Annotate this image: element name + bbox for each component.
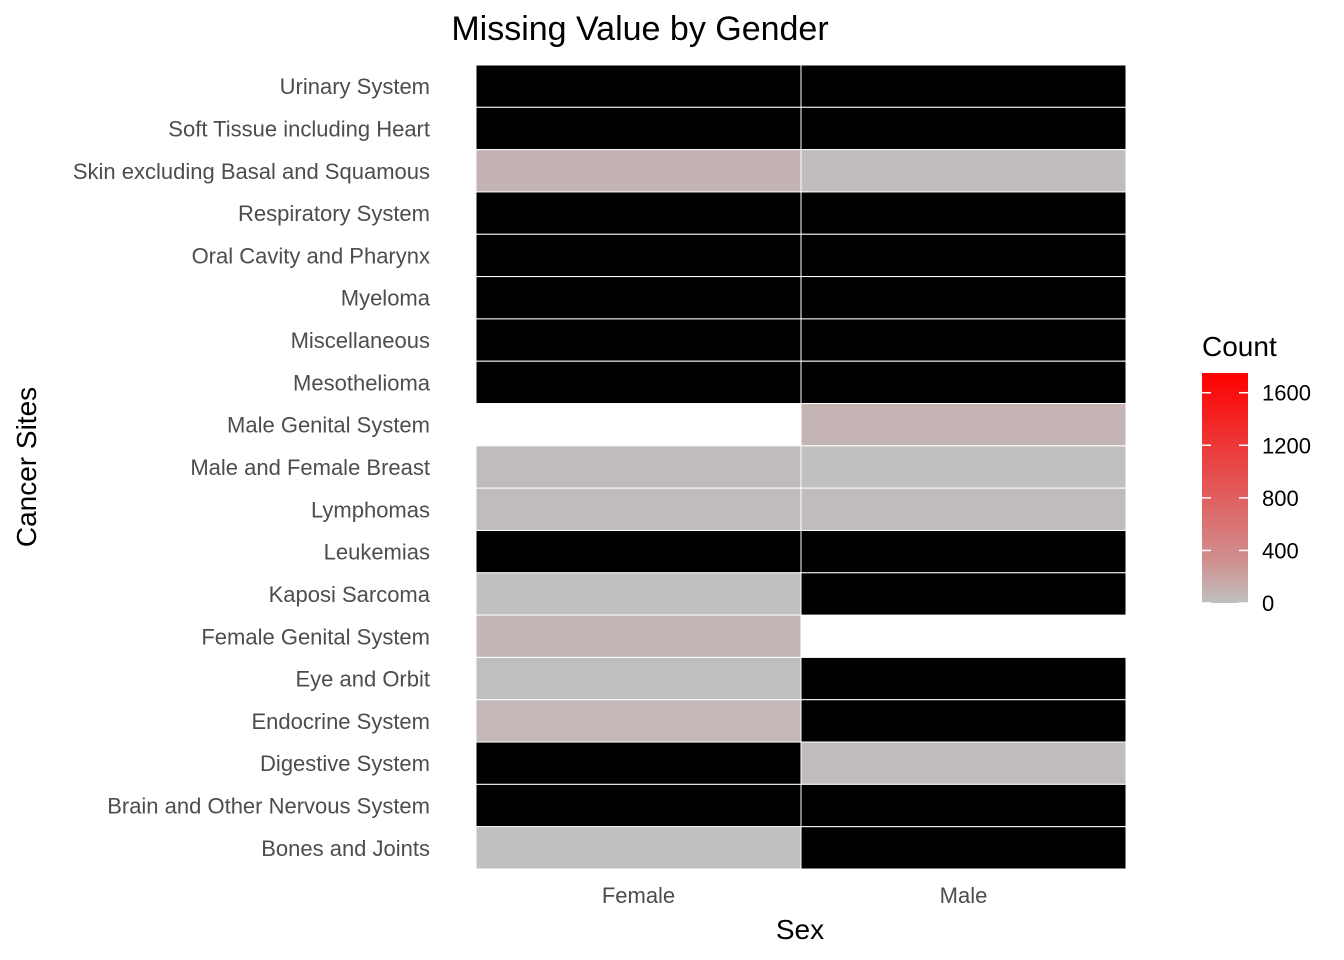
x-tick-label: Female	[602, 883, 675, 908]
heatmap-cell	[475, 572, 802, 616]
legend-ticks: 0 400 800 1200 1600	[1202, 381, 1311, 616]
y-tick-label: Soft Tissue including Heart	[168, 116, 430, 141]
x-axis-title: Sex	[776, 914, 824, 945]
heatmap-cell	[475, 149, 802, 193]
heatmap-cell	[475, 529, 802, 574]
y-axis-title: Cancer Sites	[11, 387, 42, 547]
heatmap-cell	[475, 699, 802, 743]
y-tick-label: Female Genital System	[201, 624, 430, 649]
heatmap-cell	[800, 318, 1127, 362]
heatmap-cell	[475, 318, 802, 362]
y-tick-label: Bones and Joints	[261, 836, 430, 861]
heatmap-cell	[800, 403, 1127, 447]
heatmap-cell	[800, 826, 1127, 870]
y-tick-label: Leukemias	[324, 540, 430, 565]
y-axis-labels: Urinary System Soft Tissue including Hear…	[73, 74, 431, 861]
heatmap-cell	[800, 572, 1127, 616]
y-tick-label: Skin excluding Basal and Squamous	[73, 159, 430, 184]
y-tick-label: Male Genital System	[227, 413, 430, 438]
legend-tick-label: 1200	[1262, 433, 1311, 458]
y-tick-label: Urinary System	[280, 74, 430, 99]
y-tick-label: Oral Cavity and Pharynx	[192, 243, 430, 268]
y-tick-label: Male and Female Breast	[190, 455, 430, 480]
heatmap-cell	[475, 233, 802, 278]
color-legend: Count 0 400 800 1200 1600	[1202, 331, 1311, 616]
heatmap-cell	[475, 656, 802, 701]
legend-tick-label: 0	[1262, 591, 1274, 616]
heatmap-cell	[475, 276, 802, 320]
heatmap-cell	[475, 445, 802, 489]
heatmap-cell	[475, 191, 802, 235]
heatmap-cell	[475, 826, 802, 870]
x-tick-label: Male	[940, 883, 988, 908]
y-tick-label: Miscellaneous	[291, 328, 430, 353]
y-tick-label: Brain and Other Nervous System	[107, 794, 430, 819]
y-tick-label: Digestive System	[260, 751, 430, 776]
legend-tick-label: 1600	[1262, 381, 1311, 406]
legend-tick-label: 400	[1262, 538, 1299, 563]
x-axis-labels: Female Male	[602, 883, 988, 908]
y-tick-label: Endocrine System	[251, 709, 430, 734]
heatmap-cell	[475, 487, 802, 531]
y-tick-label: Lymphomas	[311, 497, 430, 522]
heatmap-cell	[800, 360, 1127, 405]
heatmap-cell	[800, 529, 1127, 574]
y-tick-label: Eye and Orbit	[295, 667, 430, 692]
legend-colorbar	[1202, 373, 1248, 603]
heatmap-cell	[475, 783, 802, 828]
heatmap-cell	[475, 360, 802, 405]
heatmap-cell	[800, 741, 1127, 785]
heatmap-cell	[800, 149, 1127, 193]
heatmap-cell	[475, 741, 802, 785]
heatmap-cell	[800, 783, 1127, 828]
heatmap-cell	[800, 106, 1127, 151]
heatmap-cell	[800, 487, 1127, 531]
legend-title: Count	[1202, 331, 1277, 362]
heatmap-cells	[475, 64, 1127, 870]
y-tick-label: Mesothelioma	[293, 370, 431, 395]
y-tick-label: Kaposi Sarcoma	[269, 582, 431, 607]
heatmap-cell	[800, 699, 1127, 743]
legend-tick-label: 800	[1262, 486, 1299, 511]
heatmap-cell	[800, 445, 1127, 489]
heatmap-cell	[475, 106, 802, 151]
heatmap-cell	[800, 191, 1127, 235]
chart-title: Missing Value by Gender	[451, 10, 828, 48]
y-tick-label: Respiratory System	[238, 201, 430, 226]
heatmap-cell	[800, 656, 1127, 701]
heatmap-cell	[475, 614, 802, 658]
y-tick-label: Myeloma	[341, 286, 431, 311]
heatmap-cell	[475, 64, 802, 108]
heatmap-cell	[800, 233, 1127, 278]
heatmap-cell	[800, 276, 1127, 320]
heatmap-cell	[800, 64, 1127, 108]
